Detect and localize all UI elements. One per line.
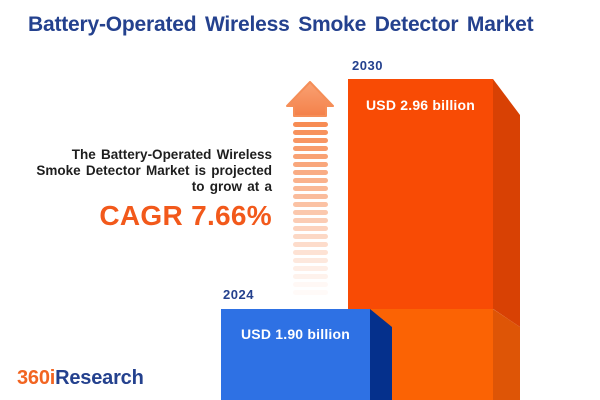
bar-2030-front (348, 79, 493, 309)
bar-year-label-2024: 2024 (223, 287, 254, 302)
bar-2030-side (493, 79, 520, 327)
growth-arrow-stripes (293, 122, 328, 298)
logo-360i-text: 360i (17, 367, 56, 389)
cagr-value: CAGR 7.66% (99, 200, 272, 231)
bar-value-label-2030: USD 2.96 billion (366, 97, 475, 113)
bar-value-label-2024: USD 1.90 billion (241, 326, 350, 342)
bar-2024-front (221, 309, 370, 400)
growth-arrow-icon (286, 81, 334, 117)
bar-year-label-2030: 2030 (352, 58, 383, 73)
page-title: Battery-Operated Wireless Smoke Detector… (28, 13, 534, 36)
bar-2030-base-side (493, 309, 520, 400)
logo-research-text: Research (55, 367, 144, 389)
bar-2024-side (370, 309, 392, 400)
description-text: The Battery-Operated Wireless Smoke Dete… (36, 147, 272, 194)
logo-360iresearch: 360iResearch (17, 367, 144, 390)
